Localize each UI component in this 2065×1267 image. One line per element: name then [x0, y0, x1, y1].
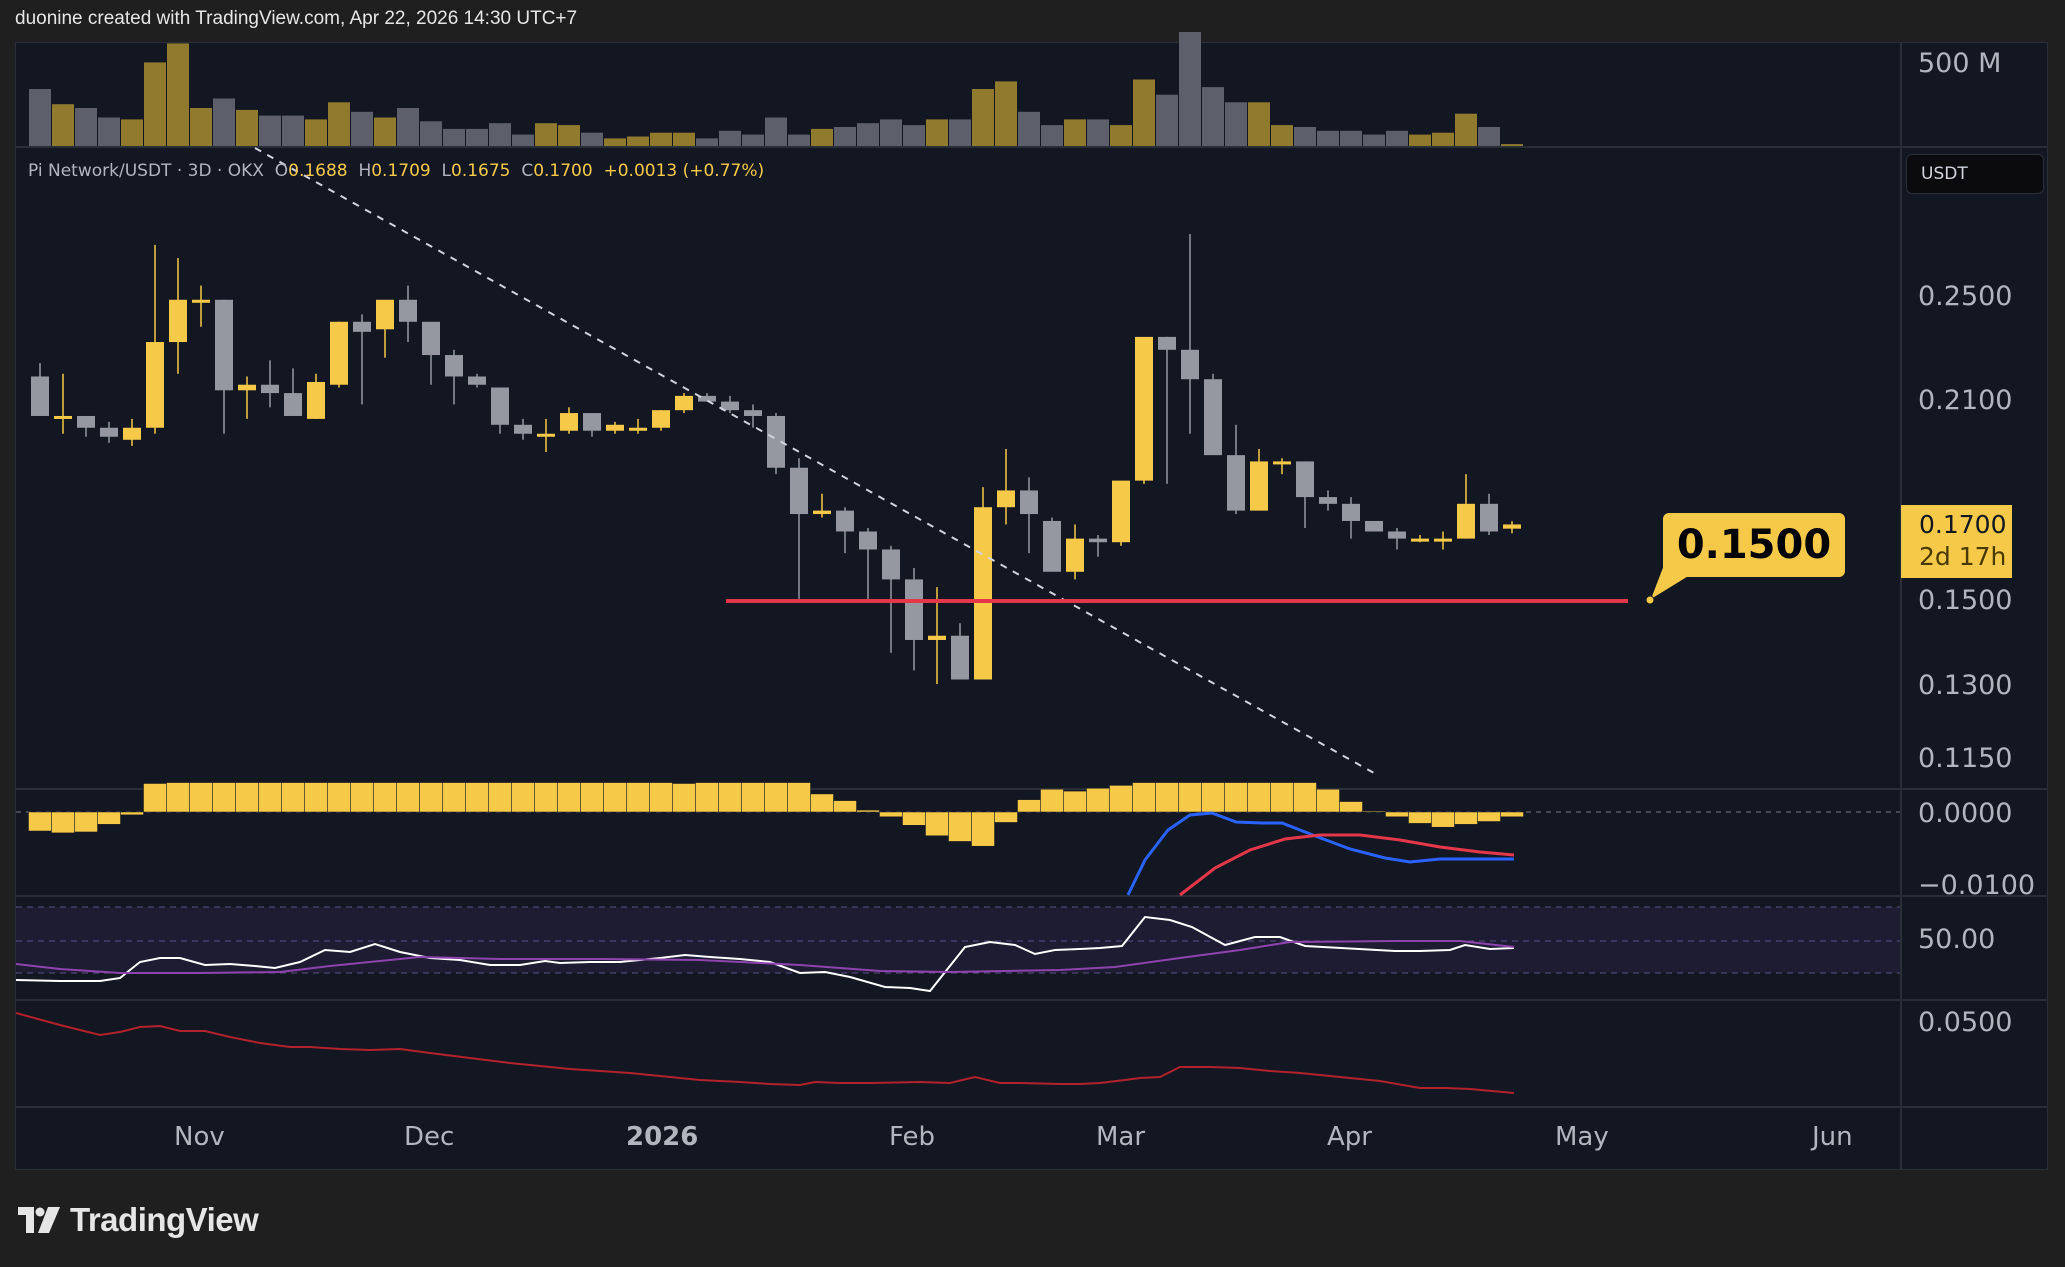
- low-label: L: [441, 161, 452, 181]
- indicator-lines: [15, 811, 1515, 1094]
- bottom-indicator-tick: 0.0500: [1918, 1007, 2012, 1038]
- current-price-tag: 0.1700 2d 17h: [1901, 505, 2012, 578]
- volume-bars: [29, 32, 1523, 146]
- price-tick: 0.1300: [1918, 670, 2012, 701]
- tradingview-logo-icon: [18, 1207, 60, 1233]
- price-tick: 0.2100: [1918, 385, 2012, 416]
- time-label: Dec: [404, 1122, 454, 1152]
- price-tick: 0.1150: [1918, 743, 2012, 774]
- brand-name: TradingView: [70, 1201, 259, 1238]
- time-label: Jun: [1810, 1122, 1853, 1152]
- time-label: May: [1555, 1122, 1609, 1152]
- descending-trendline[interactable]: [254, 147, 1375, 774]
- time-label: Mar: [1096, 1122, 1145, 1152]
- price-candles: [31, 233, 1521, 685]
- open-value: 0.1688: [288, 161, 348, 181]
- symbol-legend[interactable]: Pi Network/USDT · 3D · OKX O0.1688 H0.17…: [28, 161, 764, 181]
- attribution-header: duonine created with TradingView.com, Ap…: [15, 8, 578, 29]
- time-axis[interactable]: Nov Dec 2026 Feb Mar Apr May Jun: [174, 1122, 1853, 1152]
- chart-frame[interactable]: [15, 42, 2048, 1170]
- tradingview-logo[interactable]: TradingView: [18, 1201, 259, 1239]
- symbol-info: Pi Network/USDT · 3D · OKX: [28, 161, 264, 181]
- volume-axis-tick: 500 M: [1918, 48, 2001, 79]
- close-label: C: [521, 161, 534, 181]
- high-value: 0.1709: [371, 161, 431, 181]
- close-value: 0.1700: [533, 161, 593, 181]
- macd-tick: 0.0000: [1918, 798, 2012, 829]
- macd-tick: −0.0100: [1918, 870, 2035, 901]
- change-value: +0.0013 (+0.77%): [603, 161, 765, 181]
- price-tick: 0.2500: [1918, 281, 2012, 312]
- high-label: H: [358, 161, 372, 181]
- price-tick: 0.1500: [1918, 585, 2012, 616]
- pane-separators: [16, 43, 2047, 1169]
- current-price: 0.1700: [1919, 510, 2007, 539]
- level-callout[interactable]: 0.1500: [1663, 513, 1845, 577]
- open-label: O: [274, 161, 289, 181]
- time-label: Apr: [1327, 1122, 1372, 1152]
- price-axis[interactable]: 500 M 0.2500 0.2100 0.1500 0.1300 0.1150…: [1918, 48, 2035, 1038]
- bar-countdown: 2d 17h: [1919, 542, 2007, 571]
- time-label: 2026: [626, 1122, 698, 1152]
- currency-badge[interactable]: USDT: [1906, 154, 2044, 194]
- low-value: 0.1675: [451, 161, 511, 181]
- rsi-tick: 50.00: [1918, 924, 1995, 955]
- rsi-band: [16, 906, 1900, 974]
- time-label: Feb: [889, 1122, 935, 1152]
- macd-pane: [16, 782, 1900, 847]
- time-label: Nov: [174, 1122, 225, 1152]
